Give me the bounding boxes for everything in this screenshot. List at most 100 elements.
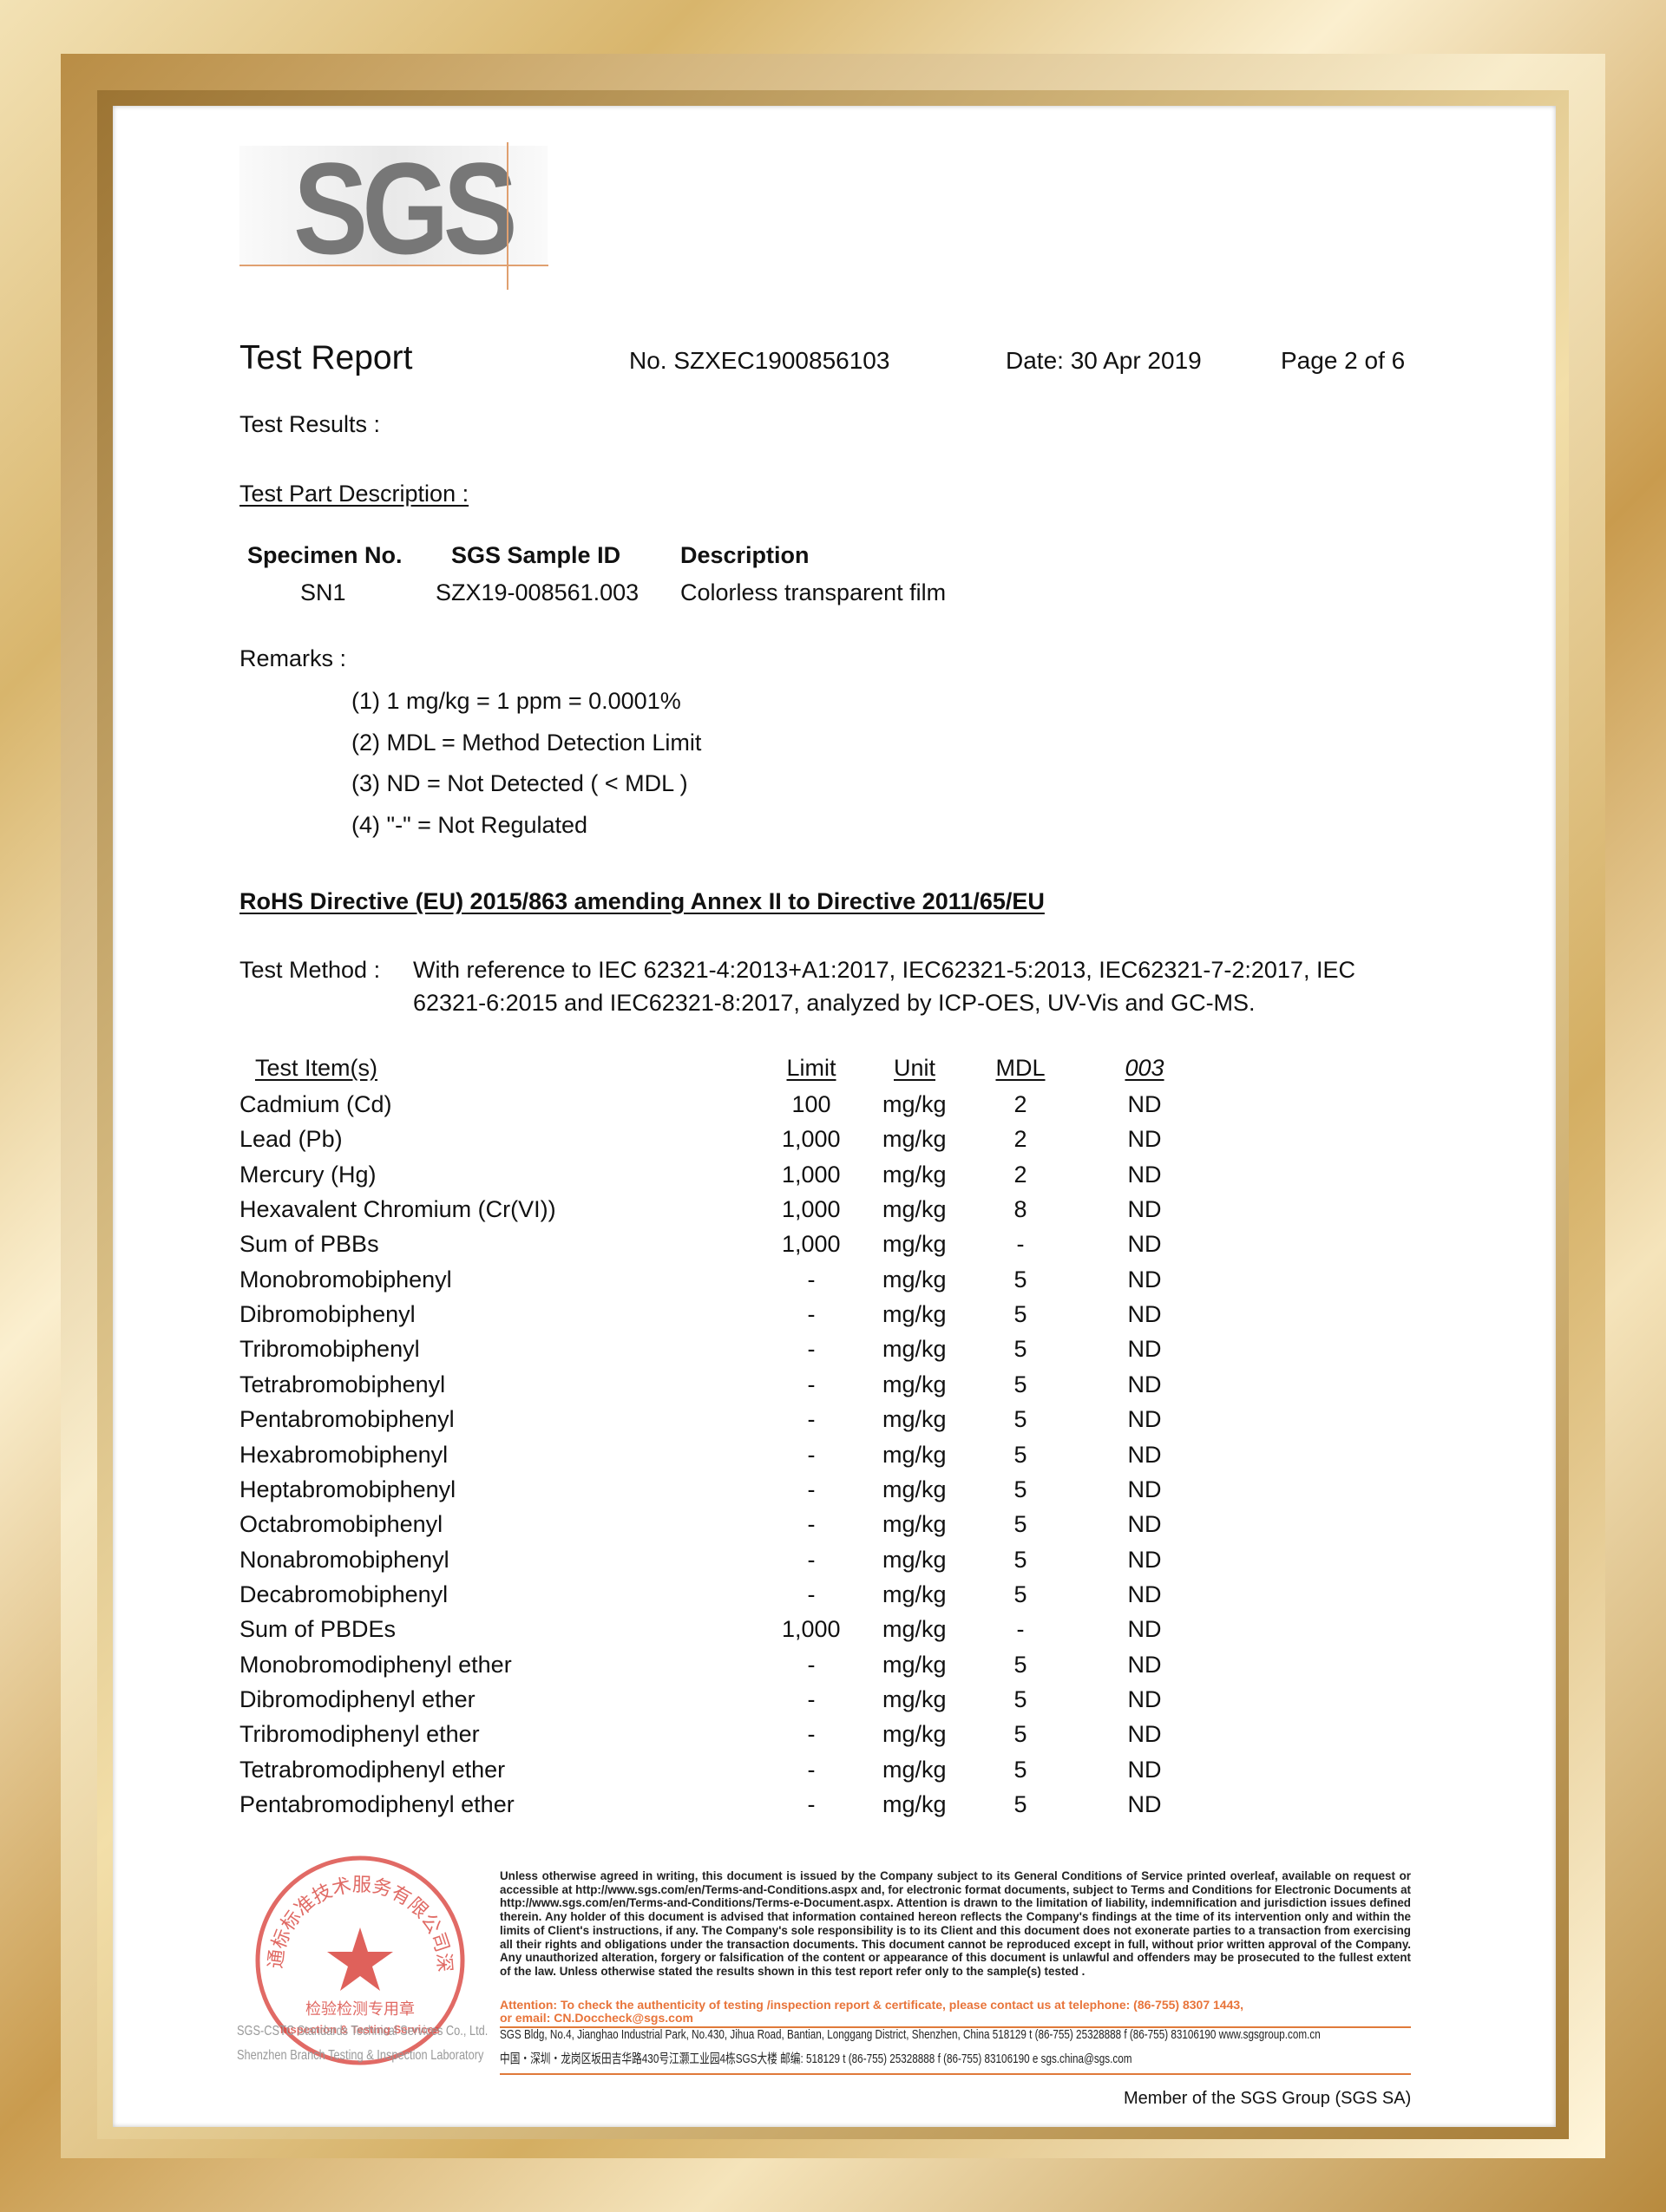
- test-item: Monobromodiphenyl ether: [239, 1651, 512, 1678]
- remark: (2) MDL = Method Detection Limit: [351, 729, 702, 756]
- cell: mg/kg: [882, 1161, 947, 1188]
- cell: ND: [1127, 1791, 1162, 1817]
- cell: mg/kg: [882, 1336, 947, 1363]
- cell: ND: [1127, 1161, 1162, 1188]
- cell: 5: [1013, 1476, 1027, 1502]
- column-header: Test Item(s): [255, 1055, 378, 1081]
- cell: 5: [1013, 1791, 1027, 1817]
- cell: mg/kg: [882, 1651, 947, 1678]
- directive-heading: RoHS Directive (EU) 2015/863 amending An…: [239, 888, 1045, 914]
- cell: 5: [1013, 1441, 1027, 1468]
- cell: 5: [1013, 1546, 1027, 1573]
- cell: -: [807, 1476, 816, 1502]
- cell: 1,000: [782, 1126, 841, 1153]
- test-item: Heptabromobiphenyl: [239, 1476, 456, 1502]
- test-item: Sum of PBBs: [239, 1231, 379, 1258]
- test-item: Hexabromobiphenyl: [239, 1441, 449, 1468]
- cell: 1,000: [782, 1231, 841, 1258]
- footer-rule: [500, 2026, 1411, 2028]
- cell: 5: [1013, 1756, 1027, 1783]
- cell: 5: [1013, 1580, 1027, 1607]
- logo: SGS: [293, 135, 518, 281]
- cell: ND: [1127, 1406, 1162, 1433]
- remark: (1) 1 mg/kg = 1 ppm = 0.0001%: [351, 688, 681, 714]
- cell: ND: [1127, 1371, 1162, 1397]
- cell: -: [807, 1406, 816, 1433]
- cell: 1,000: [782, 1161, 841, 1188]
- cell: -: [1016, 1616, 1025, 1643]
- cell: ND: [1127, 1266, 1162, 1293]
- cell: mg/kg: [882, 1231, 947, 1258]
- cell: ND: [1127, 1651, 1162, 1678]
- cell: 5: [1013, 1511, 1027, 1538]
- cell: ND: [1127, 1546, 1162, 1573]
- cell: mg/kg: [882, 1126, 947, 1153]
- report-date: Date: 30 Apr 2019: [1006, 347, 1202, 374]
- cell: ND: [1127, 1721, 1162, 1748]
- cell: 5: [1013, 1651, 1027, 1678]
- cell: -: [807, 1441, 816, 1468]
- remark: (3) ND = Not Detected ( < MDL ): [351, 770, 688, 796]
- logo-bg: [239, 146, 548, 265]
- test-item: Tribromobiphenyl: [239, 1336, 420, 1363]
- stamp-star: [327, 1927, 393, 1991]
- cell: 2: [1013, 1091, 1027, 1117]
- cell: 5: [1013, 1301, 1027, 1328]
- cell: mg/kg: [882, 1616, 947, 1643]
- paper: [113, 106, 1556, 2127]
- report-page: Page 2 of 6: [1281, 347, 1406, 374]
- remarks-label: Remarks :: [239, 645, 347, 671]
- company: Shenzhen Branch Testing & Inspection Lab…: [237, 2048, 484, 2063]
- column-header: MDL: [995, 1055, 1046, 1081]
- cell: mg/kg: [882, 1546, 947, 1573]
- test-item: Sum of PBDEs: [239, 1616, 397, 1643]
- method-text: With reference to IEC 62321-4:2013+A1:20…: [413, 957, 1355, 983]
- test-item: Pentabromodiphenyl ether: [239, 1791, 515, 1817]
- cell: ND: [1127, 1685, 1162, 1712]
- cell: -: [807, 1756, 816, 1783]
- address: 中国・深圳・龙岗区坂田吉华路430号江灏工业园4栋SGS大楼 邮编: 51812…: [500, 2052, 1132, 2066]
- test-item: Octabromobiphenyl: [239, 1511, 443, 1538]
- cell: -: [807, 1546, 816, 1573]
- cell: ND: [1127, 1616, 1162, 1643]
- test-item: Lead (Pb): [239, 1126, 343, 1153]
- cell: 5: [1013, 1266, 1027, 1293]
- cell: 5: [1013, 1336, 1027, 1363]
- cell: mg/kg: [882, 1091, 947, 1117]
- cell: -: [807, 1301, 816, 1328]
- stamp-ring: [255, 1855, 465, 2065]
- cell: 8: [1013, 1196, 1027, 1223]
- column-header: Unit: [894, 1055, 936, 1081]
- cell: 5: [1013, 1685, 1027, 1712]
- cell: -: [807, 1685, 816, 1712]
- cell: mg/kg: [882, 1756, 947, 1783]
- attention: Attention: To check the authenticity of …: [500, 1998, 1244, 2012]
- cell: mg/kg: [882, 1791, 947, 1817]
- cell: 100: [791, 1091, 831, 1117]
- cell: -: [807, 1721, 816, 1748]
- cell: ND: [1127, 1476, 1162, 1502]
- section-heading: Test Part Description :: [239, 481, 469, 507]
- stamp-center: 检验检测专用章: [305, 2000, 415, 2018]
- cell: 5: [1013, 1721, 1027, 1748]
- cell: SN1: [300, 579, 346, 605]
- cell: -: [807, 1336, 816, 1363]
- column-header: Description: [680, 542, 810, 568]
- stamp-english: Inspection & Testing Services: [280, 2023, 440, 2036]
- cell: mg/kg: [882, 1196, 947, 1223]
- column-header: 003: [1125, 1055, 1164, 1081]
- attention: or email: CN.Doccheck@sgs.com: [500, 2011, 693, 2025]
- test-item: Nonabromobiphenyl: [239, 1546, 449, 1573]
- cell: 1,000: [782, 1616, 841, 1643]
- test-item: Pentabromobiphenyl: [239, 1406, 455, 1433]
- report-title: Test Report: [239, 339, 413, 376]
- stamp: 通标标准技术服务有限公司深圳分公司 检验检测专用章 Inspection & T…: [247, 1848, 465, 2065]
- cell: mg/kg: [882, 1580, 947, 1607]
- logo-rule: [507, 142, 508, 290]
- cell: -: [1016, 1231, 1025, 1258]
- cell: -: [807, 1371, 816, 1397]
- test-item: Tribromodiphenyl ether: [239, 1721, 480, 1748]
- cell: 5: [1013, 1371, 1027, 1397]
- cell: mg/kg: [882, 1406, 947, 1433]
- cell: mg/kg: [882, 1721, 947, 1748]
